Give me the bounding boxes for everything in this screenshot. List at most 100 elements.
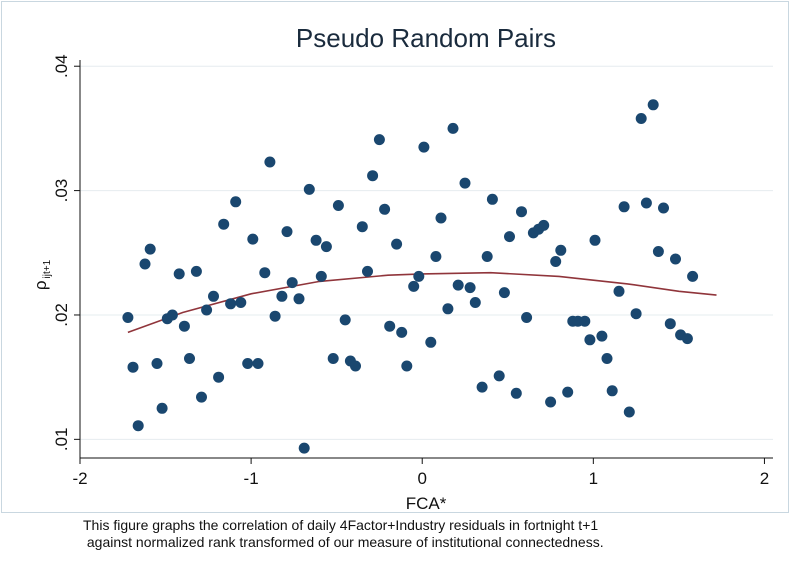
data-point <box>396 326 408 338</box>
data-point <box>681 333 693 345</box>
data-point <box>327 353 339 364</box>
points-layer <box>122 99 699 454</box>
data-point <box>286 277 298 289</box>
data-point <box>362 265 373 277</box>
chart-frame: Pseudo Random Pairs .01.02.03.04 -2 -1 0 1 2 … <box>1 1 789 513</box>
data-point <box>476 381 488 393</box>
data-point <box>687 270 699 282</box>
data-point <box>670 253 681 265</box>
data-point <box>156 402 168 414</box>
data-point <box>635 113 647 124</box>
data-point <box>139 258 151 270</box>
y-axis-label-main: ρ <box>31 280 50 290</box>
data-point <box>379 203 391 215</box>
data-point <box>225 298 237 310</box>
x-tick-label: 0 <box>417 469 426 488</box>
data-point <box>584 334 596 346</box>
caption-line-2: against normalized rank transformed of o… <box>83 534 604 550</box>
data-point <box>144 243 156 255</box>
data-point <box>613 285 625 297</box>
data-point <box>555 244 567 256</box>
data-point <box>218 218 230 230</box>
data-point <box>498 287 510 299</box>
data-point <box>339 314 351 326</box>
caption-line-1: This figure graphs the correlation of da… <box>83 517 599 533</box>
data-point <box>184 353 195 364</box>
data-point <box>521 312 533 323</box>
data-point <box>413 270 425 282</box>
data-point <box>247 233 259 245</box>
data-point <box>320 241 332 253</box>
data-point <box>213 371 225 383</box>
data-point <box>469 297 481 308</box>
data-point <box>430 251 442 262</box>
data-point <box>298 442 310 454</box>
axes: .01 .02 .03 .04 -2 -1 0 1 2 <box>52 54 773 488</box>
data-point <box>230 196 242 208</box>
data-point <box>252 358 264 369</box>
data-point <box>401 360 413 372</box>
data-point <box>391 238 403 250</box>
y-axis-label: ρ ijt+1 <box>31 259 53 290</box>
data-point <box>281 226 293 238</box>
data-point <box>516 206 527 218</box>
data-point <box>435 212 447 224</box>
data-point <box>276 290 288 302</box>
data-point <box>658 202 669 214</box>
data-point <box>562 386 574 398</box>
data-point <box>151 358 163 369</box>
data-point <box>208 290 219 302</box>
y-tick-label: .03 <box>52 179 71 203</box>
data-point <box>259 267 271 279</box>
data-point <box>332 200 344 211</box>
chart-title: Pseudo Random Pairs <box>296 23 556 53</box>
data-point <box>425 336 437 348</box>
data-point <box>538 219 550 231</box>
data-point <box>493 370 505 382</box>
data-point <box>452 279 464 291</box>
data-point <box>132 420 144 432</box>
data-point <box>408 280 420 292</box>
y-axis-label-sub: ijt+1 <box>42 259 53 278</box>
data-point <box>589 234 601 246</box>
x-tick-label: -2 <box>72 469 87 488</box>
data-point <box>601 353 613 364</box>
data-point <box>630 308 642 320</box>
data-point <box>303 183 315 195</box>
data-point <box>504 231 515 243</box>
data-point <box>173 268 185 280</box>
data-point <box>293 293 305 305</box>
data-point <box>596 330 608 342</box>
data-point <box>242 358 254 369</box>
data-point <box>510 387 522 399</box>
data-point <box>623 406 635 418</box>
data-point <box>652 246 664 257</box>
x-axis-label: FCA* <box>406 494 447 513</box>
data-point <box>442 303 454 315</box>
data-point <box>459 177 471 189</box>
data-point <box>545 396 557 408</box>
y-tick-label: .04 <box>52 54 71 78</box>
grid-lines <box>80 65 773 440</box>
data-point <box>418 141 430 153</box>
data-point <box>481 251 493 262</box>
data-point <box>618 201 630 213</box>
data-point <box>122 312 134 323</box>
data-point <box>264 156 276 168</box>
fit-layer <box>127 271 717 334</box>
data-point <box>356 221 368 233</box>
data-point <box>190 265 202 277</box>
data-point <box>201 304 213 316</box>
data-point <box>384 320 396 332</box>
data-point <box>647 99 659 111</box>
data-point <box>367 170 379 182</box>
data-point <box>579 315 591 327</box>
data-point <box>486 193 498 205</box>
x-tick-label: -1 <box>244 469 259 488</box>
x-tick-label: 2 <box>760 469 769 488</box>
data-point <box>178 320 190 332</box>
data-point <box>196 391 207 403</box>
x-tick-label: 1 <box>589 469 598 488</box>
data-point <box>310 234 322 246</box>
data-point <box>606 385 618 397</box>
